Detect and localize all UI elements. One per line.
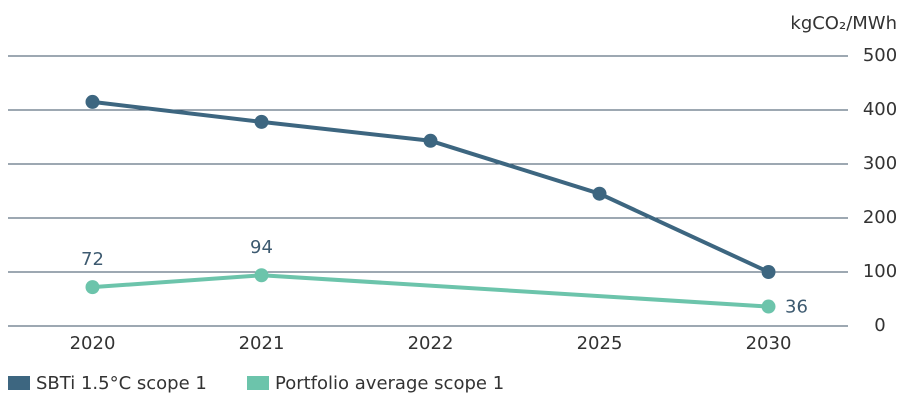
line-segment bbox=[598, 191, 770, 274]
marker bbox=[592, 186, 607, 201]
marker bbox=[761, 265, 776, 279]
legend-swatch bbox=[247, 376, 269, 390]
y-tick-label: 200 bbox=[863, 207, 897, 228]
x-tick-label: 2022 bbox=[408, 333, 454, 354]
marker bbox=[85, 280, 100, 295]
line-segment bbox=[261, 119, 431, 143]
y-tick-label: 100 bbox=[863, 261, 897, 282]
marker bbox=[254, 114, 269, 129]
y-tick-label: 400 bbox=[863, 99, 897, 120]
legend-label: SBTi 1.5°C scope 1 bbox=[36, 373, 207, 394]
marker bbox=[85, 94, 100, 109]
marker bbox=[423, 133, 438, 148]
x-tick-label: 2030 bbox=[746, 333, 792, 354]
x-tick-label: 2021 bbox=[239, 333, 285, 354]
marker bbox=[254, 268, 269, 283]
x-tick-label: 2025 bbox=[577, 333, 623, 354]
data-label: 36 bbox=[785, 297, 808, 318]
x-tick-label: 2020 bbox=[70, 333, 116, 354]
line-segment bbox=[92, 99, 262, 124]
line-segment bbox=[92, 273, 262, 290]
legend-label: Portfolio average scope 1 bbox=[275, 373, 504, 394]
y-tick-label: 500 bbox=[863, 45, 897, 66]
marker bbox=[761, 299, 776, 314]
line-segment bbox=[261, 273, 769, 309]
y-tick-label: 0 bbox=[874, 315, 885, 336]
line-segment bbox=[429, 138, 601, 196]
legend-swatch bbox=[8, 376, 30, 390]
y-tick-label: 300 bbox=[863, 153, 897, 174]
y-axis-label: kgCO₂/MWh bbox=[790, 13, 897, 34]
data-label: 72 bbox=[81, 249, 104, 270]
data-label: 94 bbox=[250, 237, 273, 258]
